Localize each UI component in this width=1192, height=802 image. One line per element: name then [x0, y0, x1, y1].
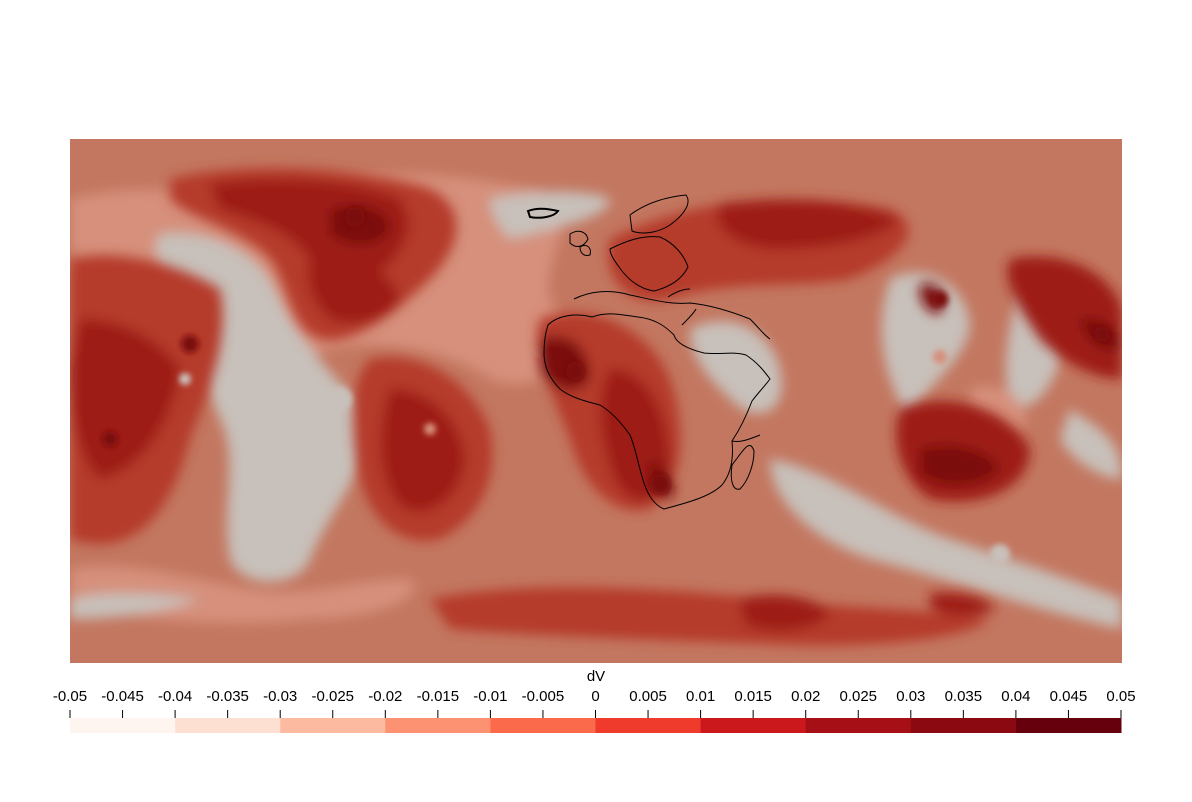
- field-layer-positive: [70, 168, 1122, 646]
- colorbar-tick-label: -0.05: [52, 688, 88, 705]
- colorbar-bin-4: [490, 718, 596, 733]
- colorbar-bin-1: [175, 718, 281, 733]
- colorbar-bin-6: [700, 718, 807, 733]
- colorbar-bin-5: [595, 718, 702, 733]
- colorbar-tick-label: -0.035: [206, 688, 249, 705]
- coastline-outline: [526, 194, 771, 510]
- colorbar-tick-label: 0.03: [896, 688, 926, 705]
- colorbar-tick-label: -0.03: [263, 688, 298, 705]
- colorbar-bin-8: [910, 718, 1017, 733]
- colorbar-tick-label: 0.01: [685, 688, 716, 705]
- dv-field-map: [70, 139, 1122, 663]
- colorbar-tick-label: 0.02: [791, 688, 821, 705]
- colorbar-tick-labels: -0.05 -0.045 -0.04 -0.035 -0.03 -0.025 -0.02 -0…: [0, 688, 1192, 708]
- map-panel: [70, 139, 1122, 663]
- colorbar-tick-label: 0.035: [944, 688, 983, 705]
- colorbar-bin-0: [70, 718, 176, 733]
- colorbar-bin-3: [385, 718, 491, 733]
- colorbar-tick-label: -0.025: [311, 688, 355, 705]
- colorbar-tick-label: 0.015: [734, 688, 772, 705]
- colorbar-bin-2: [280, 718, 386, 733]
- colorbar-tick-label: -0.04: [157, 688, 193, 705]
- colorbar-tick-label: -0.045: [101, 688, 144, 705]
- colorbar-tick-label: 0.04: [1001, 688, 1031, 705]
- colorbar-tick-label: 0.025: [839, 688, 878, 705]
- colorbar-tick-label: 0: [591, 688, 600, 705]
- colorbar-tick-label: -0.005: [521, 688, 565, 705]
- colorbar-tick-label: -0.01: [473, 688, 508, 705]
- colorbar-tick-label: 0.05: [1106, 688, 1136, 705]
- colorbar-tick-label: 0.005: [629, 688, 667, 705]
- colorbar-tick-label: -0.015: [416, 688, 460, 705]
- colorbar-title: dV: [586, 668, 606, 685]
- colorbar-tick-label: 0.045: [1049, 688, 1088, 705]
- colorbar-bin-7: [805, 718, 912, 733]
- field-layer-detail: [102, 207, 1110, 564]
- colorbar-tick-label: -0.02: [368, 688, 403, 705]
- colorbar-bin-9: [1015, 718, 1122, 733]
